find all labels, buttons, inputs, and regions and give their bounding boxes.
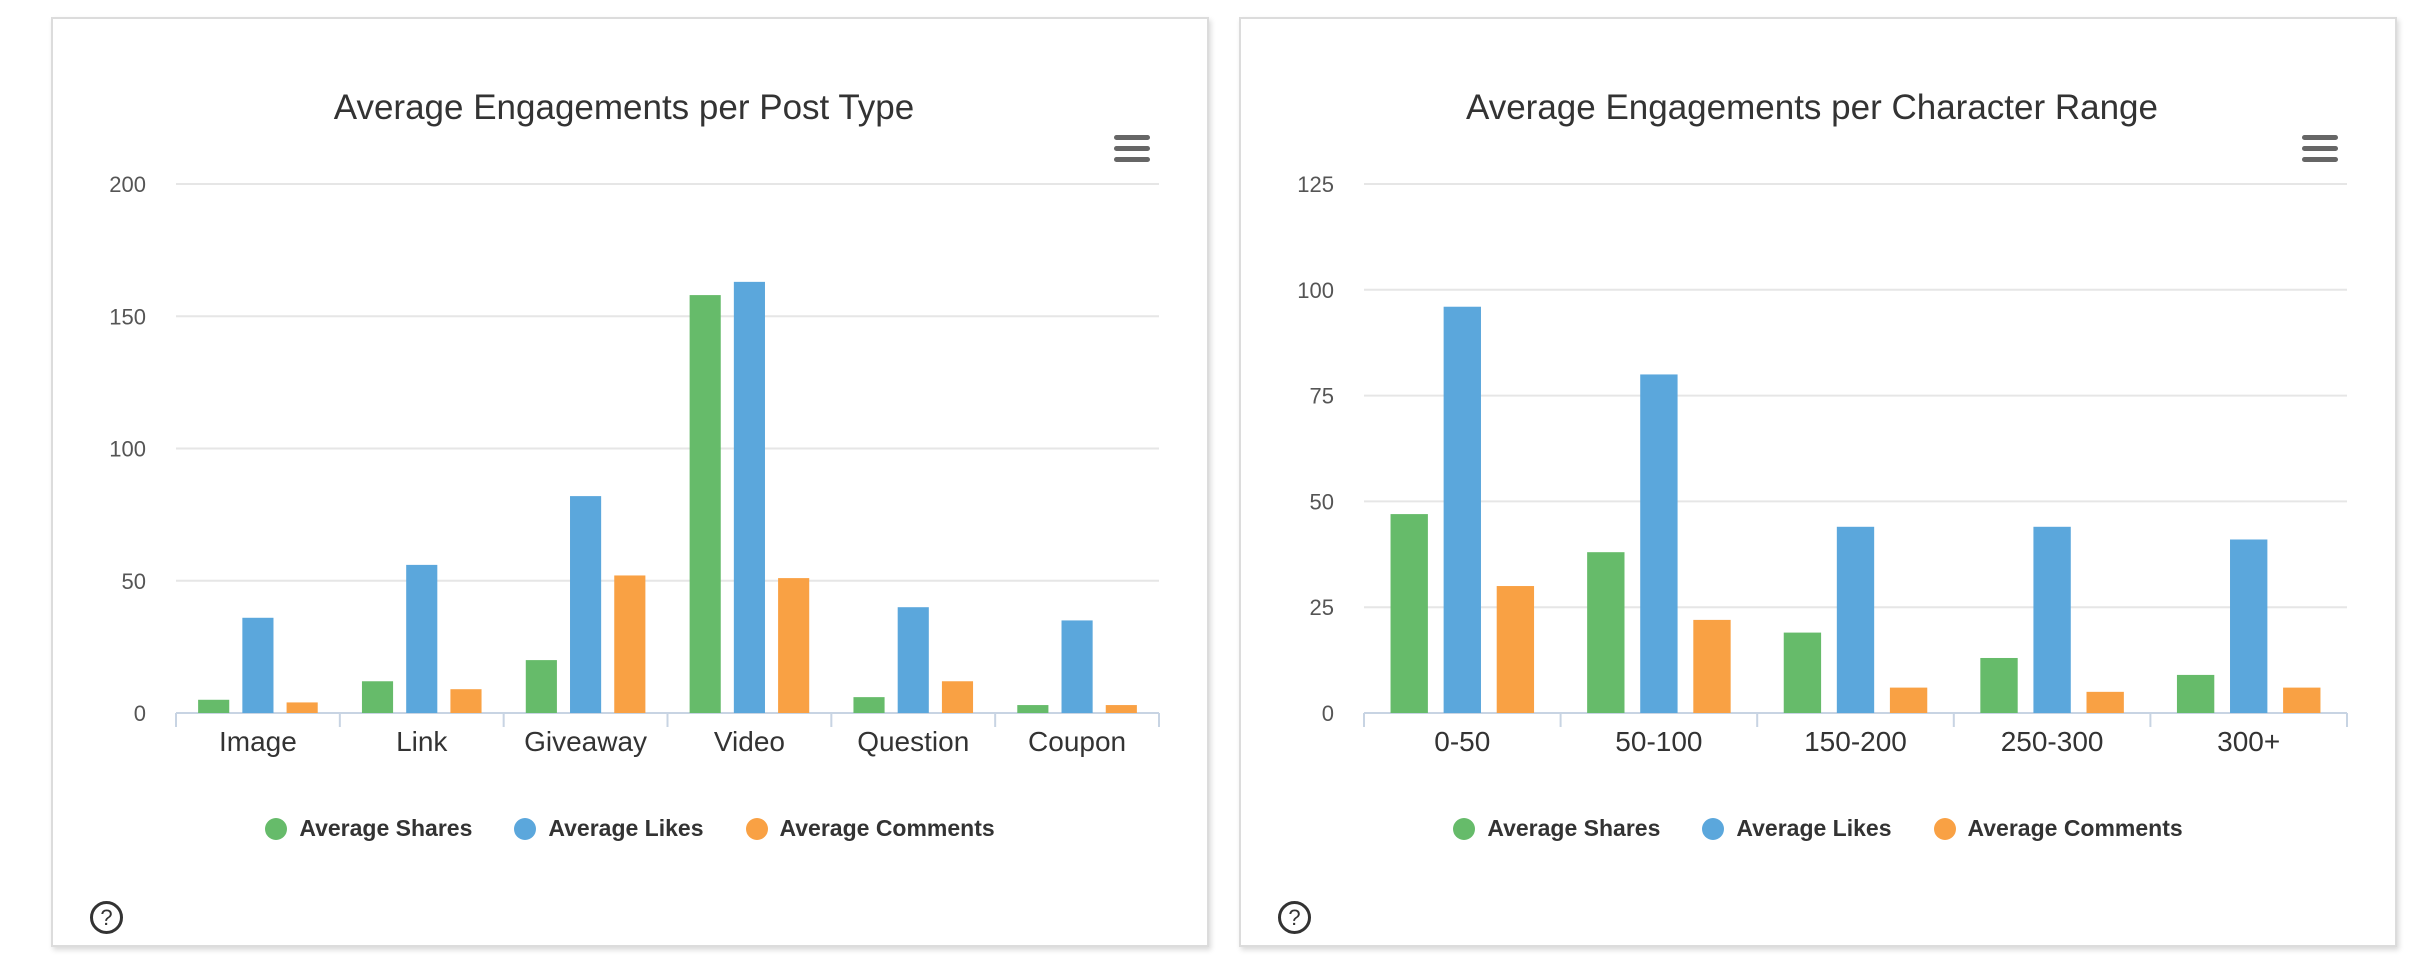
x-tick-label: Link bbox=[396, 726, 448, 757]
bar-likes[interactable] bbox=[406, 564, 438, 713]
bar-comments[interactable] bbox=[614, 575, 646, 713]
chart-menu-icon[interactable] bbox=[1114, 135, 1150, 167]
chart-title: Average Engagements per Character Range bbox=[1466, 88, 2158, 127]
y-tick-label: 75 bbox=[1310, 384, 1334, 409]
x-tick-label: 0-50 bbox=[1434, 726, 1490, 757]
bar-likes[interactable] bbox=[1443, 306, 1481, 713]
y-tick-label: 150 bbox=[109, 304, 146, 329]
legend-item-comments[interactable]: Average Comments bbox=[745, 815, 995, 842]
bar-shares[interactable] bbox=[1783, 632, 1822, 713]
bar-likes[interactable] bbox=[733, 281, 765, 713]
y-tick-label: 125 bbox=[1297, 172, 1334, 197]
chart-post-type: Average Engagements per Post Type 0 50 100 1… bbox=[109, 88, 1160, 757]
x-tick-label: Question bbox=[857, 726, 969, 757]
chart-menu-icon[interactable] bbox=[2302, 135, 2338, 167]
bar-comments[interactable] bbox=[2086, 691, 2124, 713]
x-tick-label: 300+ bbox=[2217, 726, 2280, 757]
bar-shares[interactable] bbox=[1017, 705, 1049, 713]
bar-shares[interactable] bbox=[361, 681, 394, 713]
legend-item-likes[interactable]: Average Likes bbox=[514, 815, 704, 842]
chart-title: Average Engagements per Post Type bbox=[334, 88, 914, 127]
chart-panel-character-range: Average Engagements per Character Range 0… bbox=[1239, 17, 2397, 947]
bar-comments[interactable] bbox=[1693, 619, 1731, 713]
legend-swatch bbox=[265, 817, 288, 840]
bar-shares[interactable] bbox=[1390, 514, 1428, 713]
bar-comments[interactable] bbox=[778, 578, 810, 713]
legend-swatch bbox=[745, 817, 768, 840]
bar-likes[interactable] bbox=[242, 617, 274, 713]
y-tick-label: 25 bbox=[1310, 595, 1334, 620]
bar-likes[interactable] bbox=[897, 607, 929, 713]
y-tick-label: 0 bbox=[134, 701, 146, 726]
bar-comments[interactable] bbox=[941, 681, 974, 713]
y-tick-label: 200 bbox=[109, 172, 146, 197]
legend-swatch bbox=[514, 817, 537, 840]
legend-item-likes[interactable]: Average Likes bbox=[1702, 815, 1892, 842]
bar-shares[interactable] bbox=[198, 699, 230, 713]
legend-item-shares[interactable]: Average Shares bbox=[1453, 815, 1660, 842]
legend-label: Average Comments bbox=[1967, 815, 2183, 841]
legend-label: Average Shares bbox=[1487, 815, 1661, 841]
legend-item-comments[interactable]: Average Comments bbox=[1933, 815, 2183, 842]
x-tick-label: Video bbox=[714, 726, 785, 757]
y-tick-label: 50 bbox=[1310, 489, 1334, 514]
x-tick-label: Coupon bbox=[1028, 726, 1126, 757]
bar-shares[interactable] bbox=[1587, 552, 1625, 713]
bar-likes[interactable] bbox=[2230, 539, 2268, 713]
bar-comments[interactable] bbox=[1496, 586, 1535, 713]
chart-character-range: Average Engagements per Character Range 0… bbox=[1297, 88, 2348, 757]
legend-label: Average Likes bbox=[548, 815, 704, 841]
y-tick-label: 50 bbox=[122, 569, 146, 594]
y-tick-label: 100 bbox=[1297, 278, 1334, 303]
bar-comments[interactable] bbox=[2283, 687, 2321, 713]
help-icon[interactable]: ? bbox=[90, 901, 123, 934]
legend-label: Average Comments bbox=[779, 815, 995, 841]
chart-legend: Average Shares Average Likes Average Comme… bbox=[1241, 815, 2395, 842]
bar-shares[interactable] bbox=[689, 295, 721, 713]
bar-likes[interactable] bbox=[2033, 526, 2071, 713]
x-tick-label: Image bbox=[219, 726, 297, 757]
bar-likes[interactable] bbox=[1061, 620, 1093, 713]
bar-comments[interactable] bbox=[286, 702, 318, 713]
bar-comments[interactable] bbox=[1105, 705, 1137, 713]
x-tick-label: 50-100 bbox=[1615, 726, 1702, 757]
legend-swatch bbox=[1702, 817, 1725, 840]
legend-item-shares[interactable]: Average Shares bbox=[265, 815, 472, 842]
x-tick-label: 250-300 bbox=[2001, 726, 2104, 757]
legend-label: Average Shares bbox=[299, 815, 473, 841]
bar-comments[interactable] bbox=[1889, 687, 1928, 713]
legend-swatch bbox=[1933, 817, 1956, 840]
bar-likes[interactable] bbox=[1640, 374, 1678, 713]
chart-panel-post-type: Average Engagements per Post Type 0 50 100 1… bbox=[51, 17, 1209, 947]
legend-swatch bbox=[1453, 817, 1476, 840]
legend-label: Average Likes bbox=[1736, 815, 1892, 841]
bar-comments[interactable] bbox=[450, 689, 482, 713]
y-tick-label: 0 bbox=[1322, 701, 1334, 726]
bar-likes[interactable] bbox=[1836, 526, 1875, 713]
bar-shares[interactable] bbox=[1980, 657, 2018, 713]
bar-shares[interactable] bbox=[2176, 674, 2215, 713]
help-icon[interactable]: ? bbox=[1278, 901, 1311, 934]
bar-shares[interactable] bbox=[853, 697, 885, 713]
bar-likes[interactable] bbox=[570, 496, 602, 713]
y-tick-label: 100 bbox=[109, 437, 146, 462]
x-tick-label: 150-200 bbox=[1804, 726, 1907, 757]
chart-legend: Average Shares Average Likes Average Comme… bbox=[53, 815, 1207, 842]
bar-shares[interactable] bbox=[525, 660, 557, 713]
x-tick-label: Giveaway bbox=[524, 726, 647, 757]
